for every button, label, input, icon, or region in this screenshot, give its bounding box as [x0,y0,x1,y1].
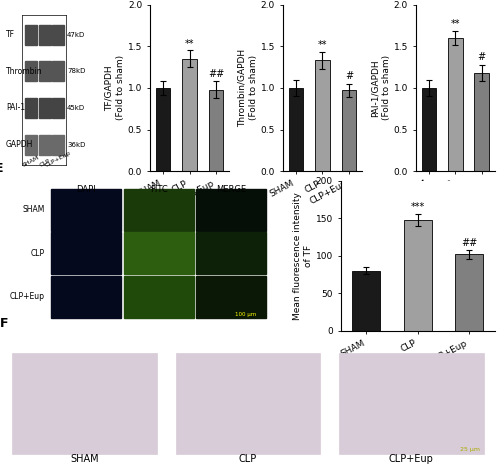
Bar [196,276,266,318]
Text: #: # [345,71,353,81]
Text: ##: ## [461,238,477,248]
Text: ***: *** [410,202,425,212]
Text: SHAM: SHAM [22,155,40,168]
Text: CLP: CLP [38,158,51,168]
Bar [339,353,484,454]
Text: DAPI: DAPI [76,185,96,194]
Text: CLP: CLP [30,249,44,258]
Y-axis label: TF/GAPDH
(Fold to sham): TF/GAPDH (Fold to sham) [105,55,125,121]
Text: 47kD: 47kD [67,32,86,38]
Bar [208,90,223,171]
Bar [124,189,194,231]
Bar [124,232,194,274]
Text: SHAM: SHAM [22,205,44,214]
Text: 45kD: 45kD [67,105,85,111]
Bar [176,353,320,454]
Bar [39,135,50,155]
Text: Thrombin: Thrombin [6,67,43,76]
Text: CLP+Eup: CLP+Eup [389,454,434,464]
Bar [51,189,121,231]
Bar [52,98,64,118]
Text: **: ** [450,19,460,29]
Bar [25,135,37,155]
Bar [12,353,157,454]
Bar [39,61,50,81]
Text: 100 μm: 100 μm [236,312,256,317]
Bar [315,61,330,171]
Bar [52,25,64,45]
Bar [288,88,303,171]
Text: PAI-1: PAI-1 [6,104,25,113]
Bar [404,219,432,331]
Bar [342,91,356,171]
Bar [52,135,64,155]
Bar [52,61,64,81]
Bar [196,189,266,231]
Bar [474,73,489,171]
Text: CLP+Eup: CLP+Eup [10,292,44,302]
Bar [124,276,194,318]
Text: **: ** [185,39,194,49]
Bar [182,59,197,171]
Bar [455,254,484,331]
Bar [25,98,37,118]
Bar [25,61,37,81]
Bar [51,232,121,274]
Text: 36kD: 36kD [67,142,86,148]
Bar [156,88,170,171]
Text: **: ** [318,40,327,51]
Text: ##: ## [208,69,224,79]
Text: MERGE: MERGE [216,185,246,194]
Text: E: E [0,161,3,174]
Bar [39,25,50,45]
Text: #: # [478,52,486,62]
Bar [352,271,380,331]
Bar [51,276,121,318]
Bar [39,98,50,118]
Text: 25 μm: 25 μm [460,447,480,452]
Bar [196,232,266,274]
Text: TF: TF [6,30,15,39]
Text: CLP+Eup: CLP+Eup [44,150,72,168]
Y-axis label: Thrombin/GAPDH
(Fold to sham): Thrombin/GAPDH (Fold to sham) [238,49,258,127]
Text: F: F [0,317,8,330]
Text: SHAM: SHAM [70,454,99,464]
Text: CLP: CLP [239,454,257,464]
Text: 78kD: 78kD [67,68,86,74]
Text: FITC: FITC [150,185,168,194]
Bar [448,38,462,171]
Y-axis label: PAI-1/GAPDH
(Fold to sham): PAI-1/GAPDH (Fold to sham) [370,55,391,121]
Bar [25,25,37,45]
Y-axis label: Mean fluorescence intensity
of TF: Mean fluorescence intensity of TF [293,192,313,319]
Text: A: A [5,0,15,1]
Text: GAPDH: GAPDH [6,140,34,149]
Bar [422,88,436,171]
